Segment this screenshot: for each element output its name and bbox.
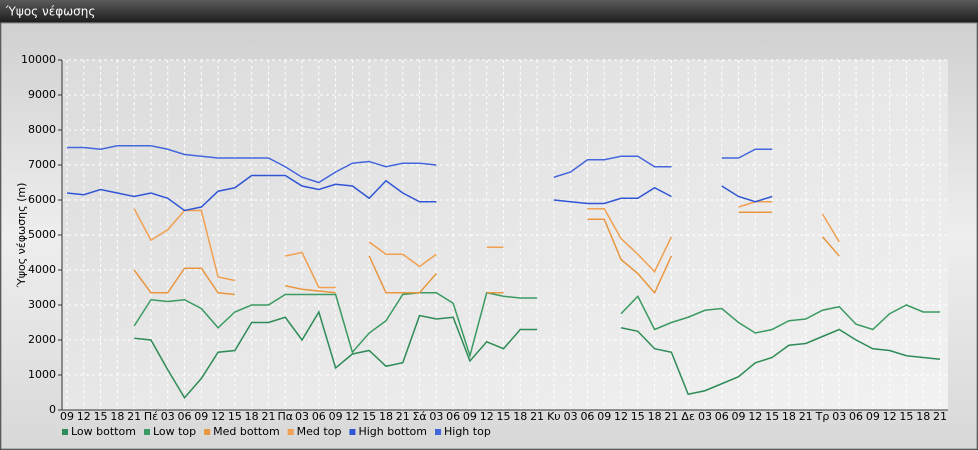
series-line <box>133 211 840 296</box>
x-tick-label: Τρ <box>815 410 830 423</box>
x-tick-label: 09 <box>60 410 74 423</box>
x-tick-label: 18 <box>379 410 393 423</box>
x-tick-label: 21 <box>127 410 141 423</box>
y-tick-label: 7000 <box>28 158 56 171</box>
y-tick-label: 8000 <box>28 123 56 136</box>
y-tick-label: 9000 <box>28 88 56 101</box>
legend-swatch <box>143 429 150 435</box>
series-line <box>67 145 773 184</box>
x-tick-label: 09 <box>194 410 208 423</box>
series-line <box>133 291 940 359</box>
title-bar <box>0 0 978 22</box>
x-tick-label: 12 <box>883 410 897 423</box>
x-tick-label: 15 <box>765 410 779 423</box>
x-tick-label: 06 <box>178 410 192 423</box>
x-tick-label: 03 <box>429 410 443 423</box>
x-tick-label: 18 <box>648 410 662 423</box>
legend-label: Med top <box>297 425 342 438</box>
x-tick-label: 21 <box>933 410 947 423</box>
legend-swatch <box>204 429 211 435</box>
x-tick-label: 03 <box>698 410 712 423</box>
x-tick-label: 15 <box>631 410 645 423</box>
x-tick-label: 15 <box>94 410 108 423</box>
y-tick-label: 2000 <box>28 333 56 346</box>
x-tick-label: 15 <box>899 410 913 423</box>
x-tick-label: 21 <box>396 410 410 423</box>
x-tick-label: 09 <box>732 410 746 423</box>
x-tick-label: 03 <box>832 410 846 423</box>
legend-swatch <box>287 429 294 435</box>
x-tick-label: 18 <box>782 410 796 423</box>
y-tick-label: 0 <box>49 403 56 416</box>
y-tick-label: 10000 <box>21 53 56 66</box>
x-tick-label: Πα <box>277 410 293 423</box>
y-axis-label: Ύψος νέφωσης (m) <box>15 183 28 289</box>
series-line <box>66 174 773 212</box>
x-tick-label: 06 <box>580 410 594 423</box>
x-tick-label: 15 <box>228 410 242 423</box>
y-tick-label: 3000 <box>28 298 56 311</box>
x-tick-label: 21 <box>530 410 544 423</box>
x-tick-label: 18 <box>245 410 259 423</box>
x-tick-label: 18 <box>110 410 124 423</box>
x-tick-label: 06 <box>715 410 729 423</box>
x-tick-label: Κυ <box>547 410 561 423</box>
x-tick-label: Πέ <box>144 410 158 423</box>
legend-swatch <box>349 429 356 435</box>
series-line <box>134 310 941 400</box>
legend-label: High top <box>444 425 491 438</box>
x-tick-label: 06 <box>446 410 460 423</box>
x-tick-label: 03 <box>295 410 309 423</box>
x-tick-label: 21 <box>799 410 813 423</box>
x-tick-label: 12 <box>77 410 91 423</box>
y-tick-label: 6000 <box>28 193 56 206</box>
x-tick-label: 21 <box>664 410 678 423</box>
x-tick-label: 09 <box>329 410 343 423</box>
x-tick-label: 06 <box>312 410 326 423</box>
x-tick-label: 15 <box>362 410 376 423</box>
y-tick-label: 1000 <box>28 368 56 381</box>
y-tick-label: 5000 <box>28 228 56 241</box>
x-tick-label: 12 <box>480 410 494 423</box>
x-tick-label: 12 <box>748 410 762 423</box>
x-tick-label: 12 <box>345 410 359 423</box>
legend-swatch <box>62 429 68 435</box>
chart-title: Ύψος νέφωσης <box>5 5 95 19</box>
x-tick-label: 09 <box>866 410 880 423</box>
legend-label: Low bottom <box>71 425 136 438</box>
x-tick-label: 12 <box>211 410 225 423</box>
legend-label: Low top <box>153 425 196 438</box>
x-tick-label: 18 <box>916 410 930 423</box>
x-tick-label: 03 <box>161 410 175 423</box>
x-tick-label: 09 <box>463 410 477 423</box>
legend-label: High bottom <box>358 425 427 438</box>
x-tick-label: Δε <box>681 410 695 423</box>
x-tick-label: 18 <box>513 410 527 423</box>
x-tick-label: 03 <box>564 410 578 423</box>
legend-label: Med bottom <box>213 425 280 438</box>
x-tick-label: 09 <box>597 410 611 423</box>
x-tick-label: Σά <box>412 410 426 423</box>
legend-swatch <box>435 429 441 435</box>
y-tick-label: 4000 <box>28 263 56 276</box>
x-tick-label: 06 <box>849 410 863 423</box>
x-tick-label: 12 <box>614 410 628 423</box>
x-tick-label: 21 <box>261 410 275 423</box>
x-tick-label: 15 <box>497 410 511 423</box>
